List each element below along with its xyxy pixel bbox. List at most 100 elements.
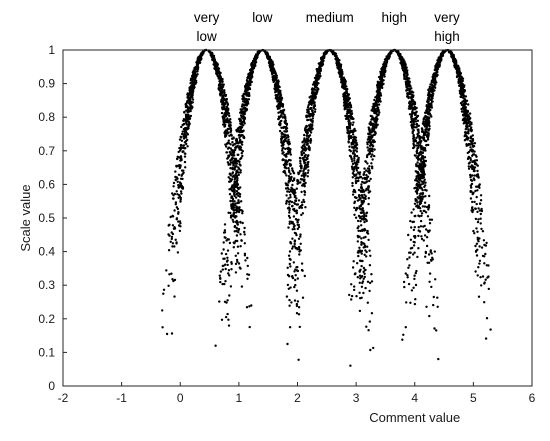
data-point [227,163,230,166]
data-point [351,184,354,187]
data-point [245,91,248,94]
data-point [306,165,310,168]
data-point [309,141,312,144]
data-point [278,97,282,100]
data-point [473,169,476,173]
data-point [412,228,416,232]
data-point [235,171,239,174]
data-point [362,218,365,221]
data-point [416,146,420,150]
data-point [485,317,489,320]
data-point [420,237,424,241]
data-point [183,155,187,158]
data-point [220,252,223,255]
data-point [176,251,180,254]
data-point [165,332,169,336]
data-point [371,145,375,148]
data-point [177,212,180,215]
data-point [227,269,231,272]
data-point [476,220,480,224]
data-point [238,160,241,164]
data-point [314,80,317,83]
data-point [378,111,381,114]
data-point [296,277,299,280]
data-point [349,135,353,138]
data-point [366,245,369,248]
data-point [469,117,472,120]
data-point [175,217,179,220]
data-point [219,94,222,97]
data-point [420,183,423,186]
data-point [191,75,194,78]
data-point [271,66,274,69]
data-point [288,222,291,225]
data-point [170,237,173,241]
data-point [185,122,188,125]
data-point [360,243,363,246]
data-point [469,128,473,132]
data-point [367,197,370,200]
data-point [231,172,234,175]
data-point [471,139,475,142]
data-point [180,136,183,139]
data-point [428,106,431,109]
data-point [367,153,371,156]
data-point [311,83,315,86]
data-point [171,242,175,245]
data-point [374,104,377,108]
data-point [222,102,226,106]
data-point [473,162,477,166]
data-point [222,118,225,121]
data-point [309,118,313,122]
data-point [423,234,427,237]
data-point [416,196,419,199]
data-point [240,285,244,288]
data-point [417,234,420,238]
data-point [222,123,225,126]
data-point [271,73,274,76]
data-point [411,253,415,256]
data-point [367,238,370,242]
data-point [405,85,408,89]
data-point [416,132,419,136]
data-point [295,203,298,206]
data-point [380,79,384,83]
data-point [360,224,363,227]
data-point [466,143,470,147]
data-point [271,75,274,79]
data-point [413,277,416,281]
data-point [308,114,311,118]
data-point [434,72,437,75]
data-point [183,110,186,114]
data-point [305,143,309,146]
data-point [293,242,296,246]
data-point [415,177,418,180]
data-point [417,124,420,128]
data-point [228,274,231,277]
data-point [353,157,356,160]
data-point [297,199,301,202]
data-point [290,200,294,204]
data-point [437,357,440,361]
data-point [473,174,476,177]
data-point [362,229,366,232]
data-point [221,282,224,286]
data-point [363,220,366,224]
data-point [376,88,380,92]
data-point [180,125,183,129]
data-point [471,137,475,141]
data-point [288,250,292,253]
data-point [471,134,474,137]
data-point [408,80,411,83]
data-point [282,143,285,146]
data-point [243,116,246,119]
data-point [227,131,230,134]
data-point [475,254,479,257]
data-point [368,165,371,168]
data-point [161,309,164,312]
data-point [240,110,243,114]
data-point [432,295,435,299]
data-point [251,70,254,74]
data-point [237,210,241,213]
data-point [192,73,195,77]
